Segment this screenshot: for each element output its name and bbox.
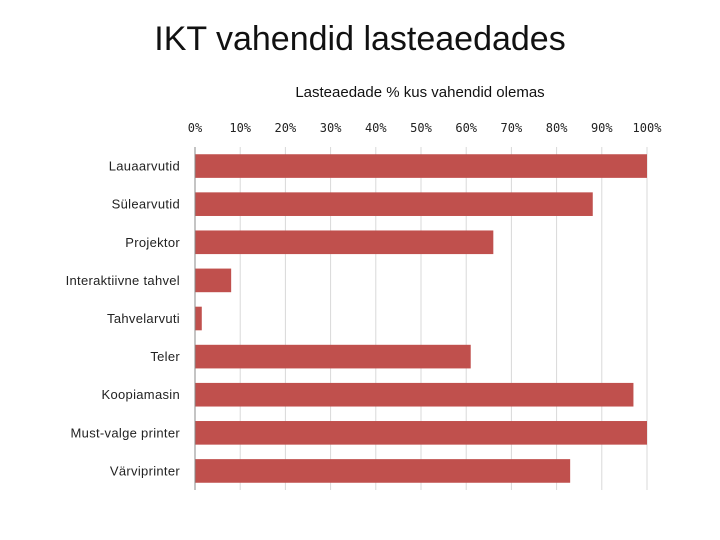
x-tick-label: 100% xyxy=(633,121,663,135)
bar xyxy=(195,382,634,407)
chart-title: Lasteaedade % kus vahendid olemas xyxy=(295,84,545,101)
category-labels: Lauaarvutid Sülearvutid Projektor Interakti… xyxy=(66,159,181,479)
x-tick-label: 10% xyxy=(229,121,251,135)
x-tick-label: 90% xyxy=(591,121,613,135)
bar xyxy=(195,421,647,445)
bars xyxy=(195,154,647,483)
x-axis-tick-labels: 0% 10% 20% 30% 40% 50% 60% 70% 80% 90% 100% xyxy=(188,121,662,135)
category-label: Interaktiivne tahvel xyxy=(66,273,180,288)
category-label: Must-valge printer xyxy=(71,425,181,440)
bar xyxy=(195,268,232,293)
x-tick-label: 30% xyxy=(320,121,342,135)
x-tick-label: 50% xyxy=(410,121,432,135)
x-tick-label: 60% xyxy=(455,121,477,135)
bar xyxy=(195,344,471,369)
category-label: Värviprinter xyxy=(110,463,180,478)
category-label: Koopiamasin xyxy=(102,387,180,402)
x-tick-label: 0% xyxy=(188,121,203,135)
bar xyxy=(195,230,494,255)
category-label: Tahvelarvuti xyxy=(107,311,180,326)
bar xyxy=(195,306,202,331)
category-label: Teler xyxy=(150,349,180,364)
bar xyxy=(195,154,647,178)
bar xyxy=(195,459,571,483)
category-label: Projektor xyxy=(125,235,180,250)
category-label: Lauaarvutid xyxy=(109,159,180,174)
slide-title: IKT vahendid lasteaedades xyxy=(154,20,566,58)
x-tick-label: 40% xyxy=(365,121,387,135)
bar xyxy=(195,192,593,216)
x-tick-label: 80% xyxy=(546,121,568,135)
category-label: Sülearvutid xyxy=(112,197,180,212)
x-tick-label: 20% xyxy=(275,121,297,135)
x-tick-label: 70% xyxy=(501,121,523,135)
